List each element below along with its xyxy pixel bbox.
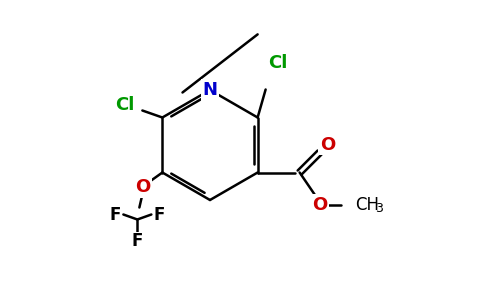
Text: CH: CH <box>355 196 378 214</box>
Text: O: O <box>312 196 327 214</box>
Text: F: F <box>132 232 143 250</box>
Text: F: F <box>110 206 121 224</box>
Text: 3: 3 <box>375 202 382 215</box>
Text: F: F <box>154 206 165 224</box>
Text: N: N <box>202 81 217 99</box>
Text: O: O <box>135 178 150 196</box>
Text: Cl: Cl <box>115 97 134 115</box>
Text: Cl: Cl <box>268 53 287 71</box>
Text: O: O <box>320 136 335 154</box>
